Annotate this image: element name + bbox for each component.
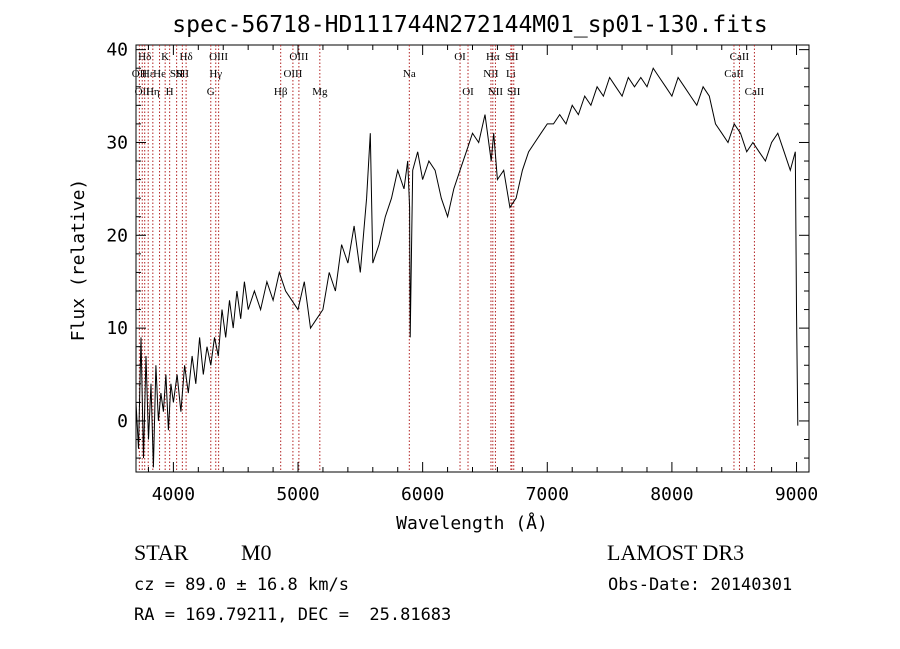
chart-title: spec-56718-HD111744N272144M01_sp01-130.f… [172,12,767,38]
axes: 4000 5000 6000 7000 8000 9000 0 10 20 30 40 [106,40,818,505]
survey-name: LAMOST DR3 [607,540,744,565]
line-marker-label: NII [488,86,504,98]
line-marker-label: Hβ [274,86,288,98]
line-marker-label: Hδ [138,51,151,63]
x-tick-label: 7000 [526,484,569,505]
y-tick-label: 40 [106,40,128,61]
line-marker-label: OIII [289,51,308,63]
line-marker-label: OIII [283,68,302,80]
line-marker-label: SII [507,86,521,98]
line-marker-label: OI [462,86,474,98]
line-marker-label: He [153,68,166,80]
line-marker-label: OI [454,51,466,63]
y-tick-label: 30 [106,132,128,153]
line-marker-label: Hη [146,86,160,98]
x-tick-label: 5000 [276,484,319,505]
x-tick-label: 4000 [152,484,195,505]
x-tick-label: 9000 [775,484,818,505]
line-marker-label: Hγ [209,68,222,80]
line-marker-label: SII [505,51,519,63]
redshift-cz: cz = 89.0 ± 16.8 km/s [134,575,349,595]
line-marker-label: CaII [745,86,765,98]
x-tick-label: 6000 [401,484,444,505]
line-marker-label: SII [176,68,190,80]
object-class: STAR [134,540,189,565]
line-marker-label: SII [170,68,184,80]
line-marker-label: NII [483,68,499,80]
spectrum-series [135,67,799,468]
obs-date: Obs-Date: 20140301 [608,575,792,595]
line-marker-label: Mg [312,86,328,98]
line-marker-label: CaII [724,68,744,80]
line-marker-label: H [166,86,174,98]
line-marker-label: G [207,86,215,98]
y-axis-label: Flux (relative) [68,179,89,342]
x-axis-label: Wavelength (Å) [396,512,548,534]
line-marker-label: OIII [209,51,228,63]
spectral-line-markers: OIIOIIHδHεHηHeKHSIIHδSIIGHγOIIIHβOIIIOII… [132,45,765,472]
y-tick-label: 0 [117,411,128,432]
line-marker-label: K [161,51,169,63]
coordinates: RA = 169.79211, DEC = 25.81683 [134,605,451,625]
line-marker-label: Na [403,68,416,80]
line-marker-label: Hα [486,51,500,63]
subclass: M0 [241,540,272,565]
y-tick-label: 20 [106,225,128,246]
line-marker-label: Li [506,68,516,80]
line-marker-label: Hε [142,68,155,80]
line-marker-label: OII [135,86,151,98]
line-marker-label: CaII [730,51,750,63]
y-tick-label: 10 [106,318,128,339]
plot-area [135,44,810,473]
line-marker-label: Hδ [180,51,193,63]
line-marker-label: OII [132,68,148,80]
x-tick-label: 8000 [650,484,693,505]
